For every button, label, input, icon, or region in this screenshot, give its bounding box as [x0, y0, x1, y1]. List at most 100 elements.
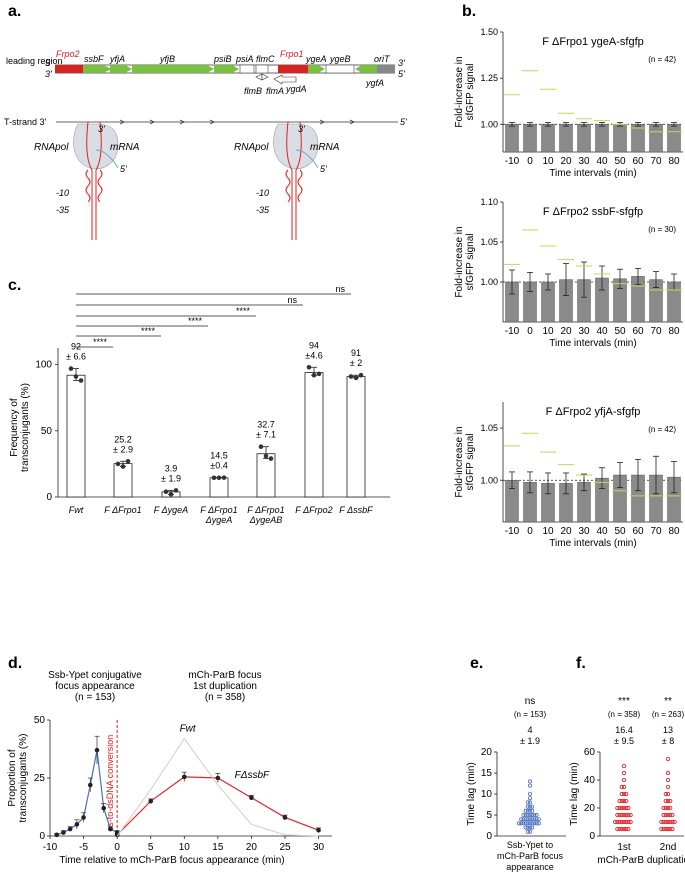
f-point: [626, 812, 631, 818]
e-point: [536, 821, 541, 826]
b1-bar: [559, 124, 573, 153]
flmb-arrow: [255, 73, 263, 81]
f-point: [665, 805, 671, 811]
c-point: [115, 461, 121, 467]
e-point: [532, 821, 537, 826]
f-xcat-label: 2nd: [660, 842, 677, 853]
f-point: [621, 777, 627, 783]
e-point: [525, 817, 530, 822]
f-point: [621, 770, 627, 776]
d-title-left: Ssb-Ypet conjugative focus appearance (n =…: [48, 670, 142, 703]
leading-label: leading region: [6, 56, 63, 66]
d-conversion-label: ss-to-dsDNA conversion: [105, 735, 115, 832]
b1-xtick-label: 40: [596, 156, 608, 167]
panel-b3-chart: F ΔFrpo2 yfjA-sfgfp (n = 42) 1.00 1.05 -10 0 1…: [454, 402, 683, 549]
d-point: [94, 747, 100, 753]
f-point: [665, 812, 671, 818]
gene-orit: oriT: [374, 54, 391, 64]
e-ytick-label: 15: [481, 768, 493, 779]
c-sig-label: ****: [188, 316, 203, 326]
d-title-right-line: 1st duplication: [193, 681, 257, 692]
d-point: [148, 798, 154, 804]
c-point: [348, 374, 354, 379]
f-point: [615, 819, 620, 825]
e-point: [534, 813, 539, 818]
c-ylabel-line: Frequency of: [9, 398, 20, 457]
c-value-label: 91: [351, 348, 361, 358]
f-ytick-label: 60: [584, 747, 596, 758]
f-point: [624, 798, 629, 804]
e-point: [521, 813, 526, 818]
c-xcat-label: F ΔFrpo1: [104, 505, 141, 515]
d-xtick-label: 10: [179, 842, 191, 853]
c-xcat-label-line: F ΔFrpo2: [295, 505, 332, 515]
b3-n: (n = 42): [648, 425, 676, 434]
d-series-line: [56, 750, 118, 836]
f-point: [621, 819, 627, 825]
e-point: [528, 779, 533, 784]
c-xcat-label-line: F ΔssbF: [339, 505, 373, 515]
b2-xtick-label: 30: [578, 326, 590, 337]
e-point: [530, 808, 535, 813]
c-point: [125, 458, 131, 464]
minus10-right: -10: [256, 188, 269, 198]
c-bar: [346, 376, 366, 498]
e-point: [528, 783, 533, 788]
ssbf-gene: [83, 65, 103, 73]
panel-a: a. leading region 5' 3' 3' 5' Frpo2: [4, 3, 407, 240]
c-point: [221, 475, 227, 480]
tstrand-label: T-strand 3': [4, 117, 47, 127]
gene-yfja: yfjA: [109, 54, 125, 64]
c-point: [358, 372, 364, 378]
b1-xtick-label: 60: [632, 156, 644, 167]
d-xtick-label: -5: [79, 842, 88, 853]
f-point: [615, 805, 620, 811]
b1-xtick-label: 10: [542, 156, 554, 167]
c-value-label: 14.5: [210, 451, 228, 461]
b2-xtick-label: 20: [560, 326, 572, 337]
f-point: [621, 763, 627, 769]
e-point: [523, 825, 528, 830]
ygea-arrow: [318, 65, 325, 73]
b1-xtick-label: 50: [614, 156, 626, 167]
b1-xtick-label: 20: [560, 156, 572, 167]
f-point: [624, 812, 629, 818]
f-point: [626, 805, 631, 811]
c-value-label: 32.7: [257, 420, 275, 430]
d-title-left-line: (n = 153): [75, 692, 115, 703]
b1-xtick-label: 30: [578, 156, 590, 167]
c-point: [311, 372, 317, 378]
c-sig-label: ns: [287, 295, 297, 305]
e-point: [525, 821, 530, 826]
psib-arrow: [232, 65, 239, 73]
c-ytick-label: 50: [41, 426, 53, 437]
b1-xlabel: Time intervals (min): [549, 168, 636, 179]
f-n: (n = 358): [608, 710, 641, 719]
panel-b2-chart: F ΔFrpo2 ssbF-sfgfp (n = 30) 1.00 1.05 1.10 -…: [454, 197, 683, 349]
c-ylabel: Frequency oftransconjugants (%): [9, 383, 31, 472]
e-point: [528, 808, 533, 813]
strand-top-left: 5': [45, 58, 52, 68]
c-value-label: 3.9: [165, 463, 178, 473]
e-point: [519, 817, 524, 822]
d-point: [87, 782, 93, 788]
c-point: [216, 475, 222, 481]
e-point: [530, 804, 535, 809]
f-point: [670, 826, 675, 832]
e-point: [519, 821, 524, 826]
e-point: [528, 821, 533, 826]
e-xlabel-line: appearance: [506, 862, 554, 872]
d-point: [74, 822, 80, 827]
e-point: [523, 821, 528, 826]
b1-title: F ΔFrpo1 ygeA-sfgfp: [542, 36, 644, 48]
f-point: [624, 805, 629, 811]
c-xcat-label-line: F ΔFrpo1: [247, 505, 284, 515]
c-sig-label: ns: [335, 284, 345, 294]
d-point: [101, 805, 107, 811]
e-xlabel-line: mCh-ParB focus: [497, 851, 564, 861]
c-value-label: 92: [71, 342, 81, 352]
f-point: [617, 798, 622, 804]
panel-f-chart: *** (n = 358) 16.4± 9.5 ** (n = 263) 13± 8 0 20…: [569, 696, 685, 866]
f-point: [663, 826, 668, 832]
e-point: [528, 825, 533, 830]
